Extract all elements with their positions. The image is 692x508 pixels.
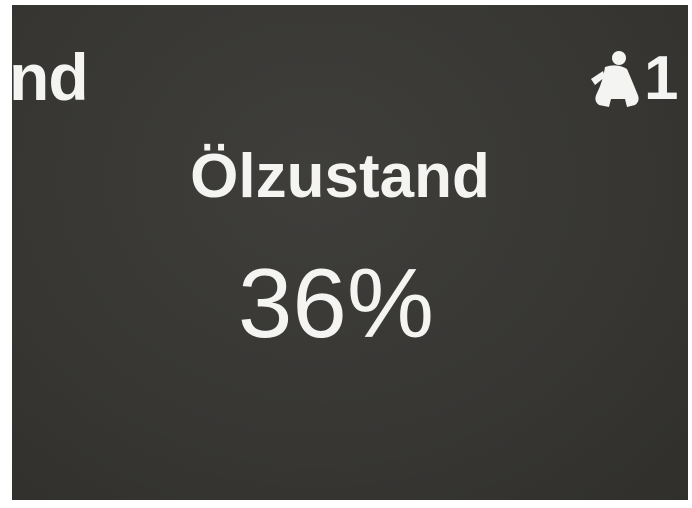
status-left-label: nd xyxy=(12,39,88,115)
seat-icon xyxy=(587,49,645,111)
car-display: nd 1 Ölzustand 36% xyxy=(12,5,688,500)
display-title: Ölzustand xyxy=(12,141,678,212)
oil-level-value: 36% xyxy=(12,247,674,360)
seat-number: 1 xyxy=(644,43,678,114)
